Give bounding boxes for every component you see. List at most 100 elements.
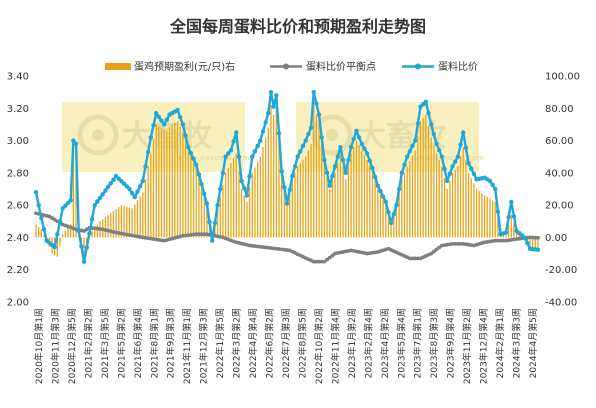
profit-bar	[515, 230, 518, 238]
ratio-point	[271, 104, 276, 109]
right-tick-label: 20.00	[545, 201, 574, 212]
profit-bar	[491, 200, 494, 238]
left-tick-label: 2.80	[7, 168, 29, 179]
legend: 蛋鸡预期盈利(元/只)右 蛋料比价平衡点 蛋料比价	[105, 60, 478, 73]
ratio-point	[231, 139, 236, 144]
profit-bar	[310, 143, 312, 238]
profit-bar	[342, 166, 344, 238]
profit-bar	[246, 201, 248, 238]
profit-bar	[107, 215, 109, 238]
profit-bar	[329, 189, 331, 238]
ratio-point	[127, 186, 132, 192]
left-tick-label: 3.40	[7, 72, 29, 83]
ratio-point	[226, 151, 231, 156]
profit-bar	[128, 207, 131, 238]
ratio-point	[404, 154, 410, 159]
x-tick-label: 2023年2月第4周	[362, 308, 374, 378]
left-tick-label: 2.40	[7, 233, 29, 244]
balance-point	[530, 235, 535, 240]
ratio-point	[314, 101, 319, 106]
profit-bar	[289, 188, 291, 238]
x-tick-label: 2022年6月第2周	[264, 308, 276, 378]
ratio-point	[364, 151, 370, 156]
ratio-point	[487, 178, 493, 184]
ratio-point	[522, 235, 527, 240]
legend-marker-balance	[283, 63, 289, 70]
balance-point	[429, 251, 434, 256]
ratio-point	[461, 130, 466, 135]
profit-bar	[473, 183, 475, 238]
profit-bar	[347, 166, 350, 238]
profit-bar	[262, 147, 264, 238]
profit-bar	[478, 191, 480, 238]
ratio-point	[300, 143, 306, 149]
profit-bar	[281, 169, 283, 238]
x-tick-label: 2023年8月第3周	[428, 308, 440, 378]
ratio-point	[348, 144, 354, 150]
ratio-point	[471, 171, 477, 177]
profit-bar	[505, 234, 507, 238]
profit-bar	[118, 207, 120, 238]
balance-point	[533, 235, 538, 240]
ratio-point	[100, 192, 105, 197]
profit-bar	[75, 163, 77, 238]
ratio-point	[68, 198, 73, 203]
profit-bar	[532, 237, 534, 248]
ratio-point	[143, 164, 148, 169]
profit-bar	[395, 208, 398, 238]
ratio-point	[73, 141, 79, 146]
profit-bar	[313, 105, 315, 238]
ratio-point	[223, 154, 228, 159]
ratio-point	[367, 158, 372, 163]
ratio-point	[295, 154, 300, 159]
ratio-point	[79, 244, 84, 249]
x-tick-label: 2022年3月第2周	[231, 308, 243, 378]
profit-bar	[449, 180, 451, 238]
balance-point	[536, 235, 540, 240]
right-tick-label: 60.00	[545, 136, 574, 147]
profit-bar	[142, 192, 144, 238]
profit-bar	[112, 211, 115, 238]
ratio-point	[156, 114, 162, 120]
profit-bar	[462, 147, 464, 238]
balance-point	[407, 256, 412, 261]
profit-bar	[510, 214, 512, 238]
profit-bar	[467, 172, 470, 238]
profit-bar	[216, 208, 219, 238]
x-tick-label: 2022年1月第5周	[214, 308, 226, 378]
ratio-point	[343, 170, 348, 176]
profit-bar	[307, 150, 310, 238]
profit-bar	[305, 156, 307, 238]
balance-point	[327, 255, 332, 260]
ratio-point	[362, 146, 367, 151]
profit-bar	[168, 127, 171, 238]
ratio-point	[431, 131, 437, 137]
ratio-point	[410, 143, 415, 149]
profit-bar	[251, 172, 253, 238]
x-tick-label: 2022年11月第4周	[329, 308, 341, 384]
balance-point	[202, 232, 207, 237]
ratio-point	[322, 157, 327, 163]
ratio-point	[215, 202, 220, 208]
ratio-point	[284, 201, 290, 206]
profit-bar	[507, 224, 510, 238]
profit-bar	[232, 158, 235, 238]
balance-point	[194, 232, 199, 237]
right-axis: -40.00 -20.00 0.00 20.00 40.00 60.00 80.00 100.…	[545, 72, 580, 309]
ratio-point	[81, 259, 87, 264]
ratio-point	[89, 217, 95, 222]
right-tick-label: -20.00	[545, 265, 577, 276]
watermark-url-right: www.daxumu.com	[412, 154, 484, 162]
profit-bar	[83, 237, 85, 254]
ratio-point	[276, 131, 282, 136]
ratio-point	[95, 199, 100, 204]
profit-bar	[203, 195, 205, 238]
ratio-point	[210, 238, 215, 243]
profit-bar	[534, 237, 536, 248]
profit-bar	[174, 122, 176, 238]
profit-bar	[366, 159, 368, 238]
profit-bar	[238, 171, 240, 238]
ratio-point	[292, 164, 298, 169]
profit-bar	[192, 160, 195, 238]
balance-point	[319, 259, 324, 264]
